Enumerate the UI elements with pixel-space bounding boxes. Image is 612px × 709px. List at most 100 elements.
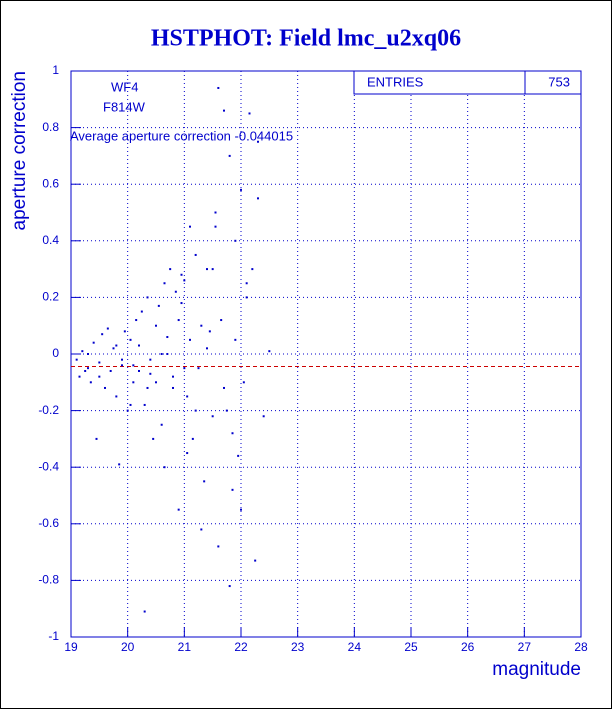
point (138, 344, 140, 347)
point (149, 372, 152, 375)
y-tick-label: 0.2 (42, 290, 59, 304)
point (160, 353, 163, 355)
x-axis-label: magnitude (492, 659, 581, 680)
point (138, 369, 140, 372)
point (220, 319, 223, 322)
point (223, 109, 225, 112)
point (157, 304, 160, 307)
point (109, 369, 112, 372)
point (240, 508, 242, 511)
point (163, 466, 166, 469)
x-tick-label: 19 (64, 640, 78, 654)
y-tick-label: -0.8 (38, 573, 59, 587)
plot-frame (70, 70, 582, 638)
point (214, 211, 217, 214)
chart-title: HSTPHOT: Field lmc_u2xq06 (151, 26, 461, 52)
point (268, 350, 271, 353)
point (87, 367, 89, 370)
annotation: F814W (103, 99, 146, 114)
point (135, 319, 138, 322)
x-tick-label: 24 (348, 640, 362, 654)
point (75, 358, 78, 361)
point (92, 341, 95, 344)
point (78, 375, 81, 378)
point (206, 347, 208, 350)
point (115, 395, 118, 398)
y-tick-label: 1 (52, 63, 59, 77)
point (254, 559, 257, 562)
point (163, 282, 166, 285)
point (126, 409, 129, 412)
x-tick-label: 28 (574, 640, 588, 654)
point (177, 319, 180, 322)
point (115, 344, 118, 347)
point (228, 154, 231, 157)
point (143, 403, 146, 406)
y-tick-label: 0 (52, 346, 59, 360)
x-tick-label: 22 (234, 640, 248, 654)
point (146, 296, 149, 299)
point (140, 310, 143, 313)
point (132, 381, 135, 384)
point (169, 268, 172, 271)
point (104, 386, 106, 389)
point (89, 381, 92, 384)
point (166, 336, 169, 339)
y-tick-label: -1 (48, 629, 59, 643)
point (211, 415, 214, 418)
point (143, 610, 146, 613)
point (155, 381, 157, 384)
point (200, 528, 203, 531)
point (197, 367, 200, 370)
point (183, 367, 186, 370)
point (262, 415, 265, 418)
y-tick-label: -0.4 (38, 459, 59, 473)
x-tick-label: 20 (121, 640, 135, 654)
point (121, 364, 123, 367)
point (189, 225, 191, 228)
x-tick-label: 25 (404, 640, 418, 654)
point (245, 282, 248, 285)
x-tick-label: 23 (291, 640, 305, 654)
point (237, 454, 240, 457)
stats-value: 753 (548, 74, 570, 89)
point (112, 347, 115, 350)
point (211, 268, 214, 271)
point (98, 375, 101, 378)
point (186, 395, 189, 398)
point (191, 437, 194, 440)
point (149, 358, 152, 361)
annotation: WF4 (111, 79, 138, 94)
point (214, 225, 217, 228)
point (194, 409, 197, 412)
point (152, 437, 155, 440)
point (172, 375, 174, 378)
point (251, 268, 254, 271)
point (166, 353, 169, 355)
point (194, 253, 197, 256)
point (206, 268, 208, 271)
point (129, 403, 132, 406)
point (180, 273, 183, 276)
point (257, 197, 259, 200)
point (242, 381, 245, 384)
point (257, 140, 259, 143)
point (189, 338, 191, 341)
point (180, 302, 183, 305)
point (123, 330, 126, 333)
point (146, 386, 149, 389)
point (234, 239, 237, 242)
point (160, 423, 163, 426)
point (155, 324, 157, 327)
point (225, 409, 228, 412)
point (174, 290, 177, 293)
point (208, 330, 211, 333)
annotation: Average aperture correction -0.044015 (70, 128, 293, 143)
point (121, 358, 123, 361)
point (217, 86, 220, 89)
point (186, 452, 189, 455)
point (183, 279, 186, 282)
point (132, 364, 135, 367)
